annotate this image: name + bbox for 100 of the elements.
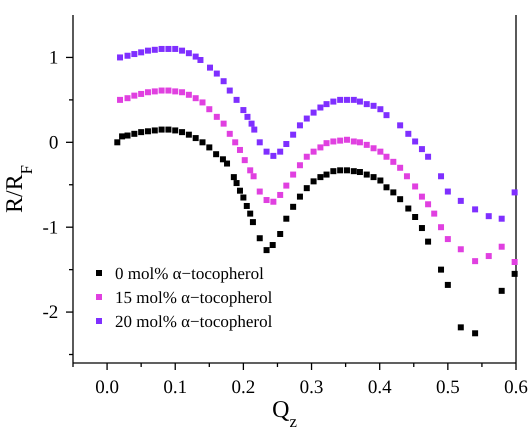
point	[418, 194, 425, 200]
point	[131, 130, 138, 137]
point	[425, 201, 432, 208]
point	[458, 324, 464, 330]
legend-label: 0 mol% α−tocopherol	[115, 264, 264, 283]
point	[242, 157, 248, 164]
point	[199, 99, 206, 106]
point	[350, 96, 357, 103]
point	[124, 95, 131, 102]
point	[438, 224, 444, 230]
point	[244, 202, 250, 209]
point	[192, 95, 199, 102]
point	[458, 246, 464, 252]
point	[384, 154, 390, 160]
x-tick-label: 0.1	[163, 376, 188, 398]
point	[337, 167, 344, 174]
point	[172, 127, 178, 134]
y-tick-label: -1	[42, 217, 58, 238]
point	[324, 140, 330, 146]
point	[405, 206, 412, 212]
point	[444, 236, 451, 242]
point	[350, 168, 357, 174]
point	[226, 88, 233, 94]
point	[250, 173, 257, 180]
point	[144, 128, 151, 134]
point	[138, 129, 144, 136]
point	[230, 174, 237, 180]
point	[390, 158, 396, 165]
point	[158, 126, 165, 133]
point	[138, 90, 144, 97]
x-tick-label: 0.3	[300, 376, 324, 398]
legend-label: 15 mol% α−tocopherol	[115, 288, 273, 307]
point	[179, 129, 186, 136]
point	[264, 148, 270, 155]
point	[370, 102, 377, 109]
point	[512, 258, 518, 265]
point	[179, 48, 186, 54]
point	[472, 330, 478, 336]
point	[356, 169, 363, 176]
point	[418, 146, 425, 152]
point	[226, 130, 233, 137]
point	[220, 120, 227, 127]
point	[317, 104, 324, 111]
point	[264, 247, 270, 254]
point	[283, 182, 290, 189]
point	[165, 88, 172, 94]
point	[124, 132, 131, 139]
point	[486, 253, 492, 260]
point	[498, 244, 505, 250]
point	[290, 204, 296, 210]
x-tick-label: 0.6	[504, 376, 528, 398]
point	[512, 270, 518, 277]
point	[330, 168, 336, 174]
point	[172, 46, 178, 52]
point	[412, 183, 418, 190]
point	[425, 154, 432, 160]
x-tick-label: 0.0	[95, 376, 119, 398]
point	[248, 120, 255, 127]
point	[330, 138, 336, 144]
point	[438, 173, 444, 180]
point	[296, 122, 303, 128]
x-tick-label: 0.2	[232, 376, 256, 398]
point	[197, 56, 204, 63]
point	[234, 180, 240, 186]
point	[512, 189, 518, 196]
point	[124, 52, 131, 59]
point	[472, 258, 478, 264]
point	[214, 70, 220, 77]
point	[310, 148, 317, 155]
point	[350, 138, 357, 144]
point	[364, 172, 370, 178]
point	[270, 152, 276, 159]
point	[240, 107, 246, 114]
point	[236, 188, 243, 194]
point	[364, 101, 370, 108]
point	[244, 114, 250, 120]
point	[250, 219, 256, 226]
point	[304, 116, 310, 122]
point	[296, 162, 303, 168]
point	[117, 54, 124, 60]
point	[264, 197, 270, 204]
point	[131, 92, 138, 99]
point	[304, 154, 310, 160]
point	[270, 242, 276, 248]
y-tick-label: 1	[48, 48, 58, 69]
point	[384, 184, 390, 190]
point	[277, 230, 284, 237]
point	[304, 185, 310, 192]
point	[317, 144, 324, 150]
point	[152, 88, 158, 94]
point	[283, 141, 290, 148]
point	[324, 172, 330, 178]
point	[344, 167, 350, 174]
point	[344, 96, 350, 103]
point	[256, 188, 263, 195]
point	[356, 98, 363, 105]
point	[206, 64, 213, 71]
point	[296, 194, 303, 200]
point	[370, 174, 377, 180]
point	[186, 50, 192, 56]
